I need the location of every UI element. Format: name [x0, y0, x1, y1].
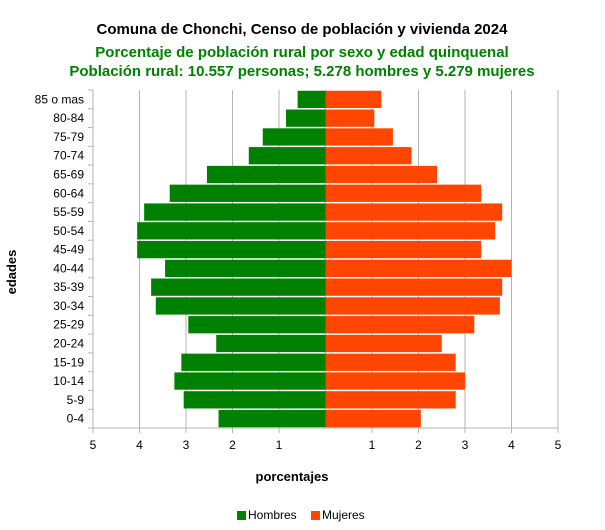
- y-tick-label: 40-44: [53, 261, 84, 275]
- y-tick-label: 85 o mas: [35, 92, 84, 106]
- legend-swatch-mujeres: [311, 511, 320, 520]
- y-tick-label: 75-79: [53, 130, 84, 144]
- bar-hombres: [165, 259, 326, 278]
- bar-mujeres: [325, 240, 482, 259]
- grid-lines: [92, 90, 559, 428]
- legend-label-hombres: Hombres: [248, 508, 297, 522]
- bar-mujeres: [325, 297, 500, 315]
- legend: Hombres Mujeres: [237, 508, 365, 522]
- bar-hombres: [188, 316, 326, 334]
- chart-subtitle-line-2: Población rural: 10.557 personas; 5.278 …: [69, 63, 534, 80]
- x-tick-label: 2: [415, 438, 422, 452]
- bar-mujeres: [325, 259, 512, 278]
- x-tick-label: 1: [369, 438, 376, 452]
- y-tick-label: 15-19: [53, 355, 84, 369]
- x-tick-label: 2: [229, 438, 236, 452]
- bar-mujeres: [325, 372, 465, 390]
- y-tick-label: 45-49: [53, 243, 84, 257]
- bar-hombres: [218, 409, 326, 428]
- bars: [137, 90, 512, 428]
- bar-mujeres: [325, 184, 482, 202]
- x-tick-label: 5: [555, 438, 562, 452]
- bar-mujeres: [325, 147, 412, 165]
- x-tick-label: 5: [90, 438, 97, 452]
- y-tick-label: 70-74: [53, 149, 84, 163]
- chart-title: Comuna de Chonchi, Censo de población y …: [97, 21, 509, 38]
- x-tick-label: 1: [276, 438, 283, 452]
- y-tick-label: 25-29: [53, 318, 84, 332]
- bar-hombres: [155, 297, 326, 315]
- chart-subtitle-line-1: Porcentaje de población rural por sexo y…: [95, 44, 508, 61]
- x-tick-label: 4: [508, 438, 515, 452]
- bar-hombres: [144, 203, 326, 221]
- bar-hombres: [137, 222, 326, 240]
- bar-hombres: [262, 128, 326, 146]
- y-tick-label: 80-84: [53, 111, 84, 125]
- y-tick-label: 35-39: [53, 280, 84, 294]
- y-tick-label: 0-4: [67, 412, 85, 426]
- bar-hombres: [206, 165, 326, 184]
- bar-mujeres: [325, 203, 503, 221]
- bar-hombres: [169, 184, 326, 202]
- bar-hombres: [285, 109, 326, 127]
- bar-mujeres: [325, 109, 375, 127]
- x-axis-label: porcentajes: [256, 469, 329, 484]
- x-tick-label: 3: [462, 438, 469, 452]
- y-tick-label: 10-14: [53, 374, 84, 388]
- bar-hombres: [183, 391, 326, 409]
- bar-mujeres: [325, 165, 438, 184]
- bar-mujeres: [325, 128, 393, 146]
- bar-mujeres: [325, 90, 382, 109]
- y-axis-label: edades: [4, 250, 19, 295]
- bar-mujeres: [325, 316, 475, 334]
- bar-hombres: [248, 147, 326, 165]
- legend-label-mujeres: Mujeres: [322, 508, 365, 522]
- y-tick-label: 55-59: [53, 205, 84, 219]
- y-tick-label: 5-9: [67, 393, 85, 407]
- bar-mujeres: [325, 222, 496, 240]
- y-tick-label: 50-54: [53, 224, 84, 238]
- y-tick-label: 30-34: [53, 299, 84, 313]
- axes: 0-4 5-9 10-14 15-19 20-24 25-29 30-34 35-39 40-4…: [35, 89, 562, 452]
- bar-hombres: [297, 90, 326, 109]
- bar-mujeres: [325, 334, 442, 353]
- bar-mujeres: [325, 278, 503, 296]
- bar-mujeres: [325, 391, 456, 409]
- bar-hombres: [181, 353, 326, 371]
- bar-hombres: [137, 240, 326, 259]
- y-tick-label: 20-24: [53, 337, 84, 351]
- bar-mujeres: [325, 409, 421, 428]
- x-tick-label: 3: [183, 438, 190, 452]
- bar-hombres: [151, 278, 326, 296]
- y-tick-label: 65-69: [53, 168, 84, 182]
- bar-hombres: [174, 372, 326, 390]
- legend-swatch-hombres: [237, 511, 246, 520]
- x-tick-label: 4: [136, 438, 143, 452]
- bar-mujeres: [325, 353, 456, 371]
- y-tick-label: 60-64: [53, 186, 84, 200]
- bar-hombres: [216, 334, 326, 353]
